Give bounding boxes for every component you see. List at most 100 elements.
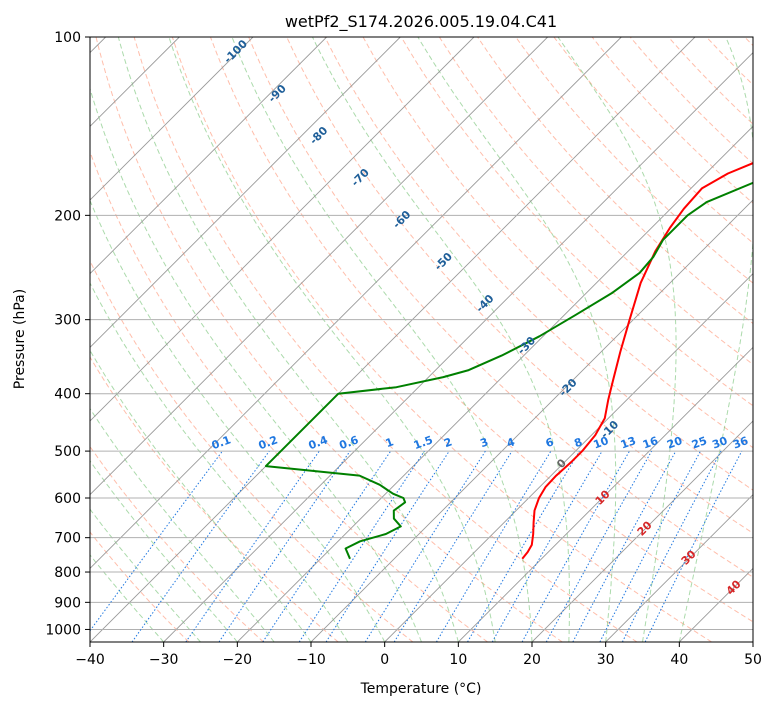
isotherm-line <box>458 346 753 642</box>
mixing-ratio-line <box>467 450 580 642</box>
mixing-ratio-line <box>521 450 630 642</box>
mixing-ratio-line <box>325 450 450 642</box>
dry-adiabat-label: 30 <box>679 547 699 567</box>
isotherm-line <box>90 37 475 422</box>
isotherm-label: -100 <box>221 37 250 66</box>
chart-title: wetPf2_S174.2026.005.19.04.C41 <box>285 12 557 32</box>
dry-adiabat-line <box>629 37 753 165</box>
dry-adiabat-line <box>400 37 753 407</box>
mixing-ratio-line <box>90 450 223 632</box>
y-tick-label: 400 <box>54 387 81 403</box>
mixing-ratio-line <box>218 450 351 642</box>
mixing-ratio-label: 25 <box>690 434 709 451</box>
y-tick-label: 500 <box>54 444 81 460</box>
moist-adiabat-line <box>90 282 349 642</box>
plot-frame <box>89 36 754 643</box>
mixing-ratio-label: 30 <box>710 434 729 452</box>
isotherm-line <box>752 641 753 642</box>
mixing-ratio-line <box>435 450 552 642</box>
y-tick-label: 200 <box>54 208 81 224</box>
isotherm-line <box>531 420 753 642</box>
profile-lines <box>264 162 753 560</box>
y-tick-label: 900 <box>54 595 81 611</box>
moist-adiabat-line <box>90 407 275 642</box>
moist-adiabat-line <box>90 199 386 642</box>
dry-adiabat-line <box>90 445 264 642</box>
mixing-ratio-label: 4 <box>505 435 517 450</box>
dry-adiabat-line <box>477 37 753 325</box>
dry-adiabat-line <box>90 531 190 642</box>
isotherm-line <box>237 125 753 642</box>
x-axis-label: Temperature (°C) <box>360 681 482 697</box>
line-labels: 0.1 0.2 0.4 0.6 1 1.5 2 3 4 6 8 10 13 16 20 25 30 36-100-… <box>210 37 750 598</box>
dry-adiabat-line <box>744 37 753 47</box>
dry-adiabat-line <box>90 356 339 642</box>
x-tick-label: −20 <box>223 652 253 668</box>
y-axis-label: Pressure (hPa) <box>12 289 28 389</box>
isotherm-label: -90 <box>266 82 289 105</box>
mixing-ratio-line <box>364 450 486 642</box>
temperature-profile-line <box>521 162 753 560</box>
dry-adiabat-line <box>515 37 753 284</box>
isotherm-line <box>679 567 753 642</box>
x-tick-label: 50 <box>744 652 762 668</box>
mixing-ratio-label: 0.2 <box>257 433 280 452</box>
mixing-ratio-label: 10 <box>592 434 611 452</box>
mixing-ratio-line <box>621 450 722 642</box>
moist-adiabat-line <box>678 37 753 642</box>
isotherm-line <box>90 37 548 496</box>
mixing-ratio-line <box>185 450 320 642</box>
plot-area <box>90 37 753 642</box>
isotherm-line <box>90 37 622 569</box>
dry-adiabat-line <box>248 37 753 578</box>
moist-adiabat-line <box>168 37 496 642</box>
isotherm-line <box>163 52 753 642</box>
dry-adiabat-label: 0 <box>554 456 569 471</box>
isotherm-label: -20 <box>556 376 579 399</box>
y-tick-label: 1000 <box>45 622 81 638</box>
dry-adiabat-line <box>668 37 753 125</box>
mixing-ratio-label: 3 <box>478 435 490 450</box>
mixing-ratio-label: 20 <box>665 434 684 452</box>
mixing-ratio-label: 6 <box>544 435 556 450</box>
mixing-ratio-label: 1 <box>384 435 396 450</box>
moist-adiabat-line <box>117 37 459 642</box>
x-tick-label: 40 <box>670 652 688 668</box>
mixing-ratio-line <box>572 450 677 642</box>
moist-adiabat-line <box>90 460 238 642</box>
dry-adiabat-line <box>90 259 414 642</box>
isotherm-label: -60 <box>390 208 413 231</box>
moist-adiabat-line <box>90 87 422 642</box>
moist-adiabat-line <box>231 37 533 642</box>
isotherm-line <box>90 37 254 201</box>
moist-adiabat-line <box>557 37 677 642</box>
y-tick-label: 600 <box>54 491 81 507</box>
dry-adiabat-line <box>210 37 753 623</box>
dry-adiabat-line <box>171 37 712 642</box>
isotherm-line <box>90 37 327 275</box>
x-tick-label: 20 <box>523 652 541 668</box>
mixing-ratio-label: 8 <box>572 435 584 450</box>
mixing-ratio-label: 0.4 <box>307 433 330 452</box>
mixing-ratio-label: 16 <box>641 434 660 452</box>
mixing-ratio-label: 1.5 <box>412 433 435 452</box>
moist-adiabat-line <box>417 37 617 642</box>
moist-adiabat-line <box>90 349 312 642</box>
dry-adiabat-line <box>133 37 638 642</box>
dry-adiabat-line <box>553 37 753 244</box>
y-tick-label: 800 <box>54 565 81 581</box>
isotherm-line <box>605 494 753 642</box>
y-tick-label: 100 <box>54 30 81 46</box>
isotherm-line <box>310 199 753 642</box>
dry-adiabat-line <box>591 37 753 204</box>
mixing-ratio-line <box>545 450 653 642</box>
dry-adiabat-label: 20 <box>635 518 655 538</box>
mixing-ratio-label: 0.1 <box>210 433 233 452</box>
isotherm-label: -70 <box>349 166 372 189</box>
x-tick-label: −40 <box>75 652 105 668</box>
mixing-ratio-line <box>644 450 743 642</box>
dry-adiabat-line <box>95 37 563 642</box>
x-tick-label: −30 <box>149 652 179 668</box>
isotherm-line <box>384 273 753 642</box>
dry-adiabat-line <box>324 37 753 491</box>
